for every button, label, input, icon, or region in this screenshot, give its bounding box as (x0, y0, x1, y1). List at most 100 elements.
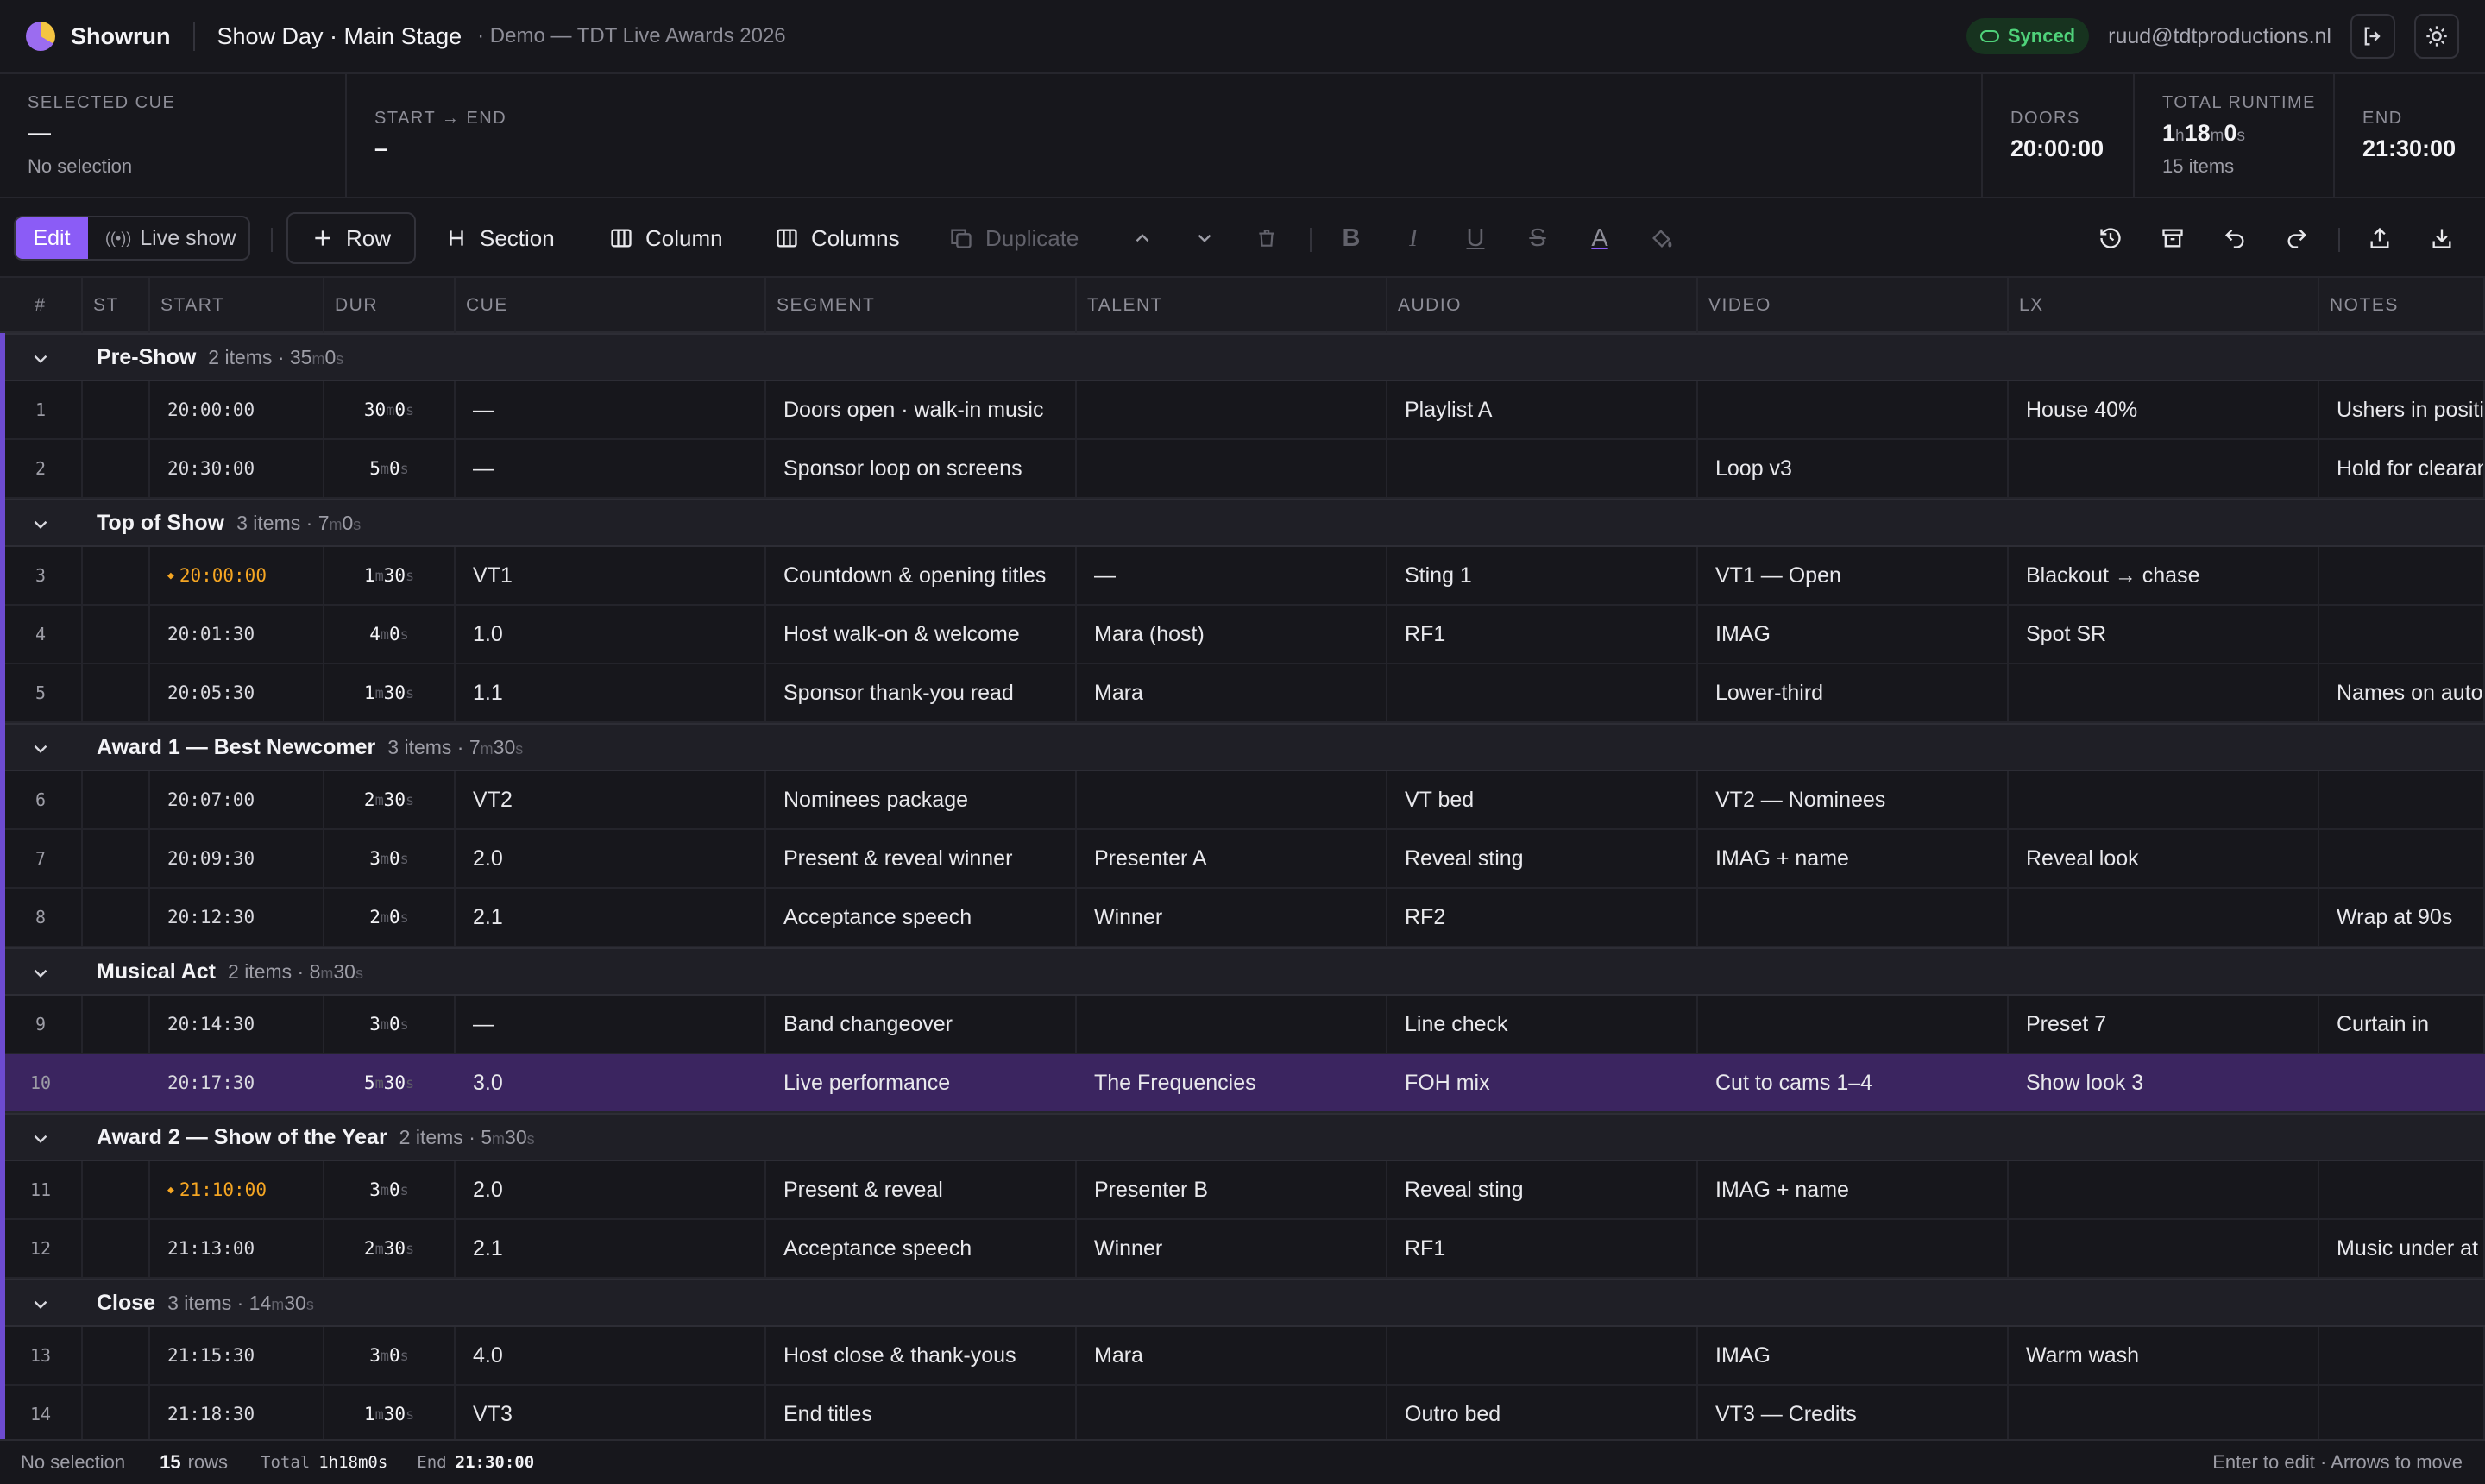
archive-button[interactable] (2154, 219, 2192, 257)
column-header-video[interactable]: VIDEO (1698, 278, 2009, 333)
cell-video[interactable]: Loop v3 (1698, 440, 2009, 497)
cell-status[interactable] (83, 1054, 150, 1111)
cell-video[interactable] (1698, 381, 2009, 438)
cell-notes[interactable] (2319, 606, 2485, 663)
cell-notes[interactable]: Wrap at 90s (2319, 889, 2485, 946)
column-header-lx[interactable]: LX (2009, 278, 2319, 333)
cell-status[interactable] (83, 1327, 150, 1384)
cell-cue[interactable]: VT2 (456, 771, 766, 828)
chevron-down-icon[interactable] (29, 738, 52, 764)
history-button[interactable] (2092, 219, 2130, 257)
cell-audio[interactable]: Reveal sting (1387, 830, 1698, 887)
cell-status[interactable] (83, 996, 150, 1053)
cell-talent[interactable] (1077, 1386, 1387, 1439)
cell-number[interactable]: 10 (0, 1054, 83, 1111)
cell-audio[interactable]: RF2 (1387, 889, 1698, 946)
cell-video[interactable] (1698, 996, 2009, 1053)
cell-lx[interactable] (2009, 889, 2319, 946)
cell-talent[interactable] (1077, 771, 1387, 828)
cell-cue[interactable]: — (456, 440, 766, 497)
cell-number[interactable]: 1 (0, 381, 83, 438)
cell-talent[interactable]: Winner (1077, 1220, 1387, 1277)
cell-duration[interactable]: 1 m 30 s (324, 547, 456, 604)
cell-number[interactable]: 7 (0, 830, 83, 887)
cell-number[interactable]: 9 (0, 996, 83, 1053)
cell-lx[interactable] (2009, 1386, 2319, 1439)
cell-audio[interactable]: RF1 (1387, 606, 1698, 663)
column-header-segment[interactable]: SEGMENT (766, 278, 1077, 333)
cell-segment[interactable]: Host walk-on & welcome (766, 606, 1077, 663)
cell-lx[interactable] (2009, 440, 2319, 497)
cell-talent[interactable] (1077, 381, 1387, 438)
cell-talent[interactable]: — (1077, 547, 1387, 604)
cell-audio[interactable]: Outro bed (1387, 1386, 1698, 1439)
column-header-audio[interactable]: AUDIO (1387, 278, 1698, 333)
table-row[interactable]: 10 20:17:30 5 m 30 s 3.0 Live performance The Fr… (0, 1054, 2485, 1113)
cell-segment[interactable]: Nominees package (766, 771, 1077, 828)
cell-segment[interactable]: Band changeover (766, 996, 1077, 1053)
cell-start[interactable]: 20:09:30 (150, 830, 324, 887)
section-header[interactable]: Close 3 items · 14m30s (0, 1279, 2485, 1327)
sign-out-button[interactable] (2350, 14, 2395, 59)
section-header[interactable]: Top of Show 3 items · 7m0s (0, 499, 2485, 547)
cell-lx[interactable]: Warm wash (2009, 1327, 2319, 1384)
table-row[interactable]: 9 20:14:30 3 m 0 s — Band changeover Line check P… (0, 996, 2485, 1054)
cell-lx[interactable] (2009, 1220, 2319, 1277)
column-header-notes[interactable]: NOTES (2319, 278, 2485, 333)
cell-cue[interactable]: VT1 (456, 547, 766, 604)
column-header-cue[interactable]: CUE (456, 278, 766, 333)
cell-status[interactable] (83, 606, 150, 663)
table-row[interactable]: 6 20:07:00 2 m 30 s VT2 Nominees package VT bed V… (0, 771, 2485, 830)
chevron-down-icon[interactable] (29, 1293, 52, 1320)
cell-cue[interactable]: 2.1 (456, 1220, 766, 1277)
cell-cue[interactable]: — (456, 381, 766, 438)
underline-button[interactable]: U (1456, 219, 1494, 257)
chevron-down-icon[interactable] (29, 348, 52, 374)
cell-status[interactable] (83, 1386, 150, 1439)
cell-audio[interactable] (1387, 664, 1698, 721)
cell-segment[interactable]: Live performance (766, 1054, 1077, 1111)
add-column-button[interactable]: Column (609, 214, 723, 262)
column-header-st[interactable]: ST (83, 278, 150, 333)
cell-number[interactable]: 2 (0, 440, 83, 497)
cell-number[interactable]: 11 (0, 1161, 83, 1218)
move-up-button[interactable] (1123, 219, 1161, 257)
column-header-start[interactable]: START (150, 278, 324, 333)
import-button[interactable] (2423, 219, 2461, 257)
cell-segment[interactable]: Sponsor loop on screens (766, 440, 1077, 497)
section-header[interactable]: Pre-Show 2 items · 35m0s (0, 333, 2485, 381)
cell-video[interactable]: IMAG + name (1698, 1161, 2009, 1218)
undo-button[interactable] (2216, 219, 2254, 257)
cell-segment[interactable]: Present & reveal (766, 1161, 1077, 1218)
cell-number[interactable]: 12 (0, 1220, 83, 1277)
column-header-talent[interactable]: TALENT (1077, 278, 1387, 333)
cell-status[interactable] (83, 440, 150, 497)
cell-video[interactable]: Cut to cams 1–4 (1698, 1054, 2009, 1111)
cell-duration[interactable]: 30 m 0 s (324, 381, 456, 438)
cell-notes[interactable] (2319, 1386, 2485, 1439)
cell-talent[interactable]: Winner (1077, 889, 1387, 946)
cell-start[interactable]: 21:15:30 (150, 1327, 324, 1384)
cell-video[interactable]: IMAG (1698, 1327, 2009, 1384)
cell-segment[interactable]: Host close & thank-yous (766, 1327, 1077, 1384)
cell-lx[interactable] (2009, 771, 2319, 828)
cell-talent[interactable] (1077, 996, 1387, 1053)
table-row[interactable]: 1 20:00:00 30 m 0 s — Doors open · walk-in musi… (0, 381, 2485, 440)
cell-start[interactable]: 20:14:30 (150, 996, 324, 1053)
chevron-down-icon[interactable] (29, 1128, 52, 1154)
cell-cue[interactable]: 2.1 (456, 889, 766, 946)
live-show-button[interactable]: ((•)) Live show (88, 217, 248, 259)
cell-start[interactable]: 20:00:00 (150, 381, 324, 438)
cell-video[interactable]: VT3 — Credits (1698, 1386, 2009, 1439)
table-row[interactable]: 4 20:01:30 4 m 0 s 1.0 Host walk-on & welcome Ma… (0, 606, 2485, 664)
cell-cue[interactable]: — (456, 996, 766, 1053)
cell-segment[interactable]: Acceptance speech (766, 1220, 1077, 1277)
cell-cue[interactable]: 3.0 (456, 1054, 766, 1111)
cell-duration[interactable]: 2 m 30 s (324, 1220, 456, 1277)
cell-lx[interactable]: House 40% (2009, 381, 2319, 438)
cell-audio[interactable]: Line check (1387, 996, 1698, 1053)
